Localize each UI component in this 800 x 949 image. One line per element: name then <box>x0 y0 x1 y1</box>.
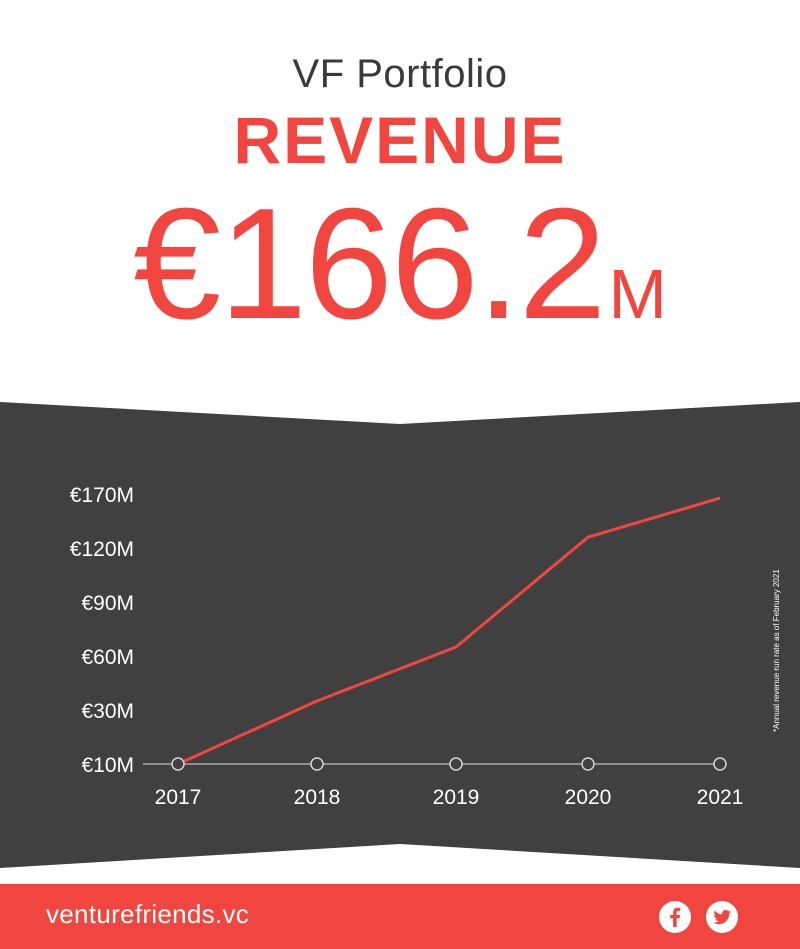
y-tick-label: €170M <box>70 484 134 507</box>
x-axis-marker <box>310 757 324 771</box>
x-axis-marker <box>171 757 185 771</box>
revenue-value: €166.2 <box>133 176 606 352</box>
portfolio-label: VF Portfolio <box>292 52 508 96</box>
header: VF Portfolio REVENUE €166.2M <box>0 0 800 400</box>
chart-footnote: *Annual revenue run rate as of February … <box>772 532 784 732</box>
y-tick-label: €90M <box>81 592 134 615</box>
x-axis-marker <box>581 757 595 771</box>
x-tick-label: 2021 <box>697 786 744 809</box>
metric-title: REVENUE <box>233 103 567 177</box>
x-tick-label: 2017 <box>155 786 202 809</box>
y-tick-label: €60M <box>81 646 134 669</box>
y-tick-label: €30M <box>81 700 134 723</box>
x-tick-label: 2020 <box>565 786 612 809</box>
chart-panel-background <box>0 402 800 868</box>
website-link[interactable]: venturefriends.vc <box>46 899 250 929</box>
x-axis-ticks: 2017 2018 2019 2020 2021 <box>155 786 744 809</box>
revenue-total: €166.2M <box>0 185 800 343</box>
series-line <box>177 496 721 766</box>
footnote-text: *Annual revenue run rate as of February … <box>772 569 781 732</box>
x-axis-marker <box>713 757 727 771</box>
facebook-icon[interactable] <box>659 901 691 933</box>
x-tick-label: 2018 <box>294 786 341 809</box>
footer: venturefriends.vc <box>0 884 800 949</box>
twitter-icon[interactable] <box>706 901 738 933</box>
revenue-unit: M <box>608 255 667 333</box>
y-tick-label: €10M <box>81 754 134 777</box>
x-tick-label: 2019 <box>433 786 480 809</box>
x-axis-marker <box>449 757 463 771</box>
y-tick-label: €120M <box>70 538 134 561</box>
y-axis-ticks: €10M €30M €60M €90M €120M €170M <box>70 484 134 777</box>
x-axis-markers <box>171 757 727 771</box>
